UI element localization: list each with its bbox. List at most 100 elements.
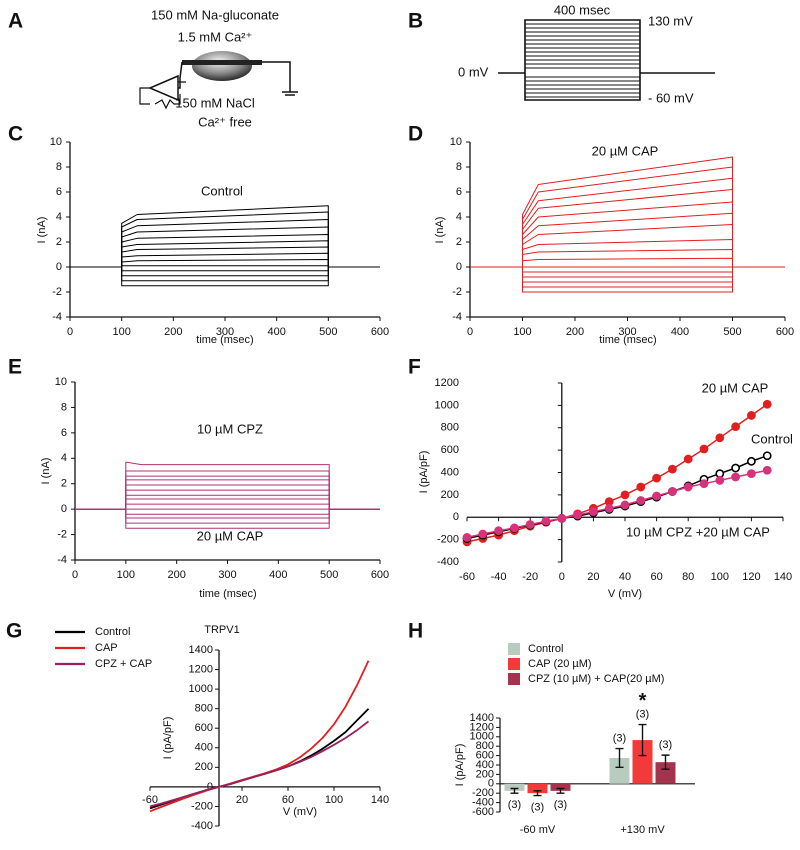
error-bar <box>615 747 624 769</box>
data-point <box>747 469 756 479</box>
x-tick-label: 100 <box>513 326 531 338</box>
data-point <box>762 451 772 461</box>
trace-line <box>470 266 785 273</box>
x-tick-label: 0 <box>467 326 473 338</box>
y-tick-label: 200 <box>195 761 213 773</box>
x-tick-label: 140 <box>774 571 792 583</box>
n-label: (3) <box>508 799 521 811</box>
y-tick-label: -400 <box>437 556 459 568</box>
data-point <box>699 444 709 454</box>
series-label: Control <box>751 431 793 446</box>
voltage-label: 0 mV <box>458 64 489 79</box>
duration-label: 400 msec <box>554 2 611 17</box>
bar <box>550 783 571 791</box>
trace-line <box>75 508 380 515</box>
feedback-circuit <box>139 81 186 110</box>
n-label: (3) <box>636 708 649 720</box>
x-tick-label: 300 <box>618 326 636 338</box>
n-label: (3) <box>613 732 626 744</box>
trace-line <box>70 205 380 268</box>
n-label: (3) <box>659 739 672 751</box>
y-tick-label: 4 <box>61 452 67 464</box>
y-tick-label: 8 <box>56 161 62 173</box>
y-tick-label: -200 <box>472 787 494 799</box>
trace-line <box>470 266 785 283</box>
data-point <box>462 532 472 542</box>
data-point <box>636 482 646 492</box>
error-bar <box>510 787 519 794</box>
panel-letter: H <box>408 620 423 643</box>
trace-line <box>470 239 785 268</box>
x-tick-label: 600 <box>371 569 389 581</box>
data-point <box>636 496 646 505</box>
trace-line <box>75 508 380 519</box>
x-tick-label: -20 <box>522 571 538 583</box>
data-point <box>620 490 630 500</box>
panel-letter: A <box>8 10 23 33</box>
bar <box>609 757 630 784</box>
y-tick-label: 6 <box>56 186 62 198</box>
data-point <box>747 411 756 420</box>
data-point <box>604 503 614 513</box>
trace-line <box>470 156 785 268</box>
x-tick-label: 60 <box>650 571 662 583</box>
y-tick-label: -4 <box>57 554 67 566</box>
y-axis-label: I (pA/pF) <box>418 451 430 494</box>
y-tick-label: -2 <box>452 286 462 298</box>
y-tick-label: 8 <box>61 401 67 413</box>
y-tick-label: 0 <box>453 511 459 523</box>
y-tick-label: 600 <box>441 444 459 456</box>
y-tick-label: -200 <box>437 534 459 546</box>
y-tick-label: -600 <box>472 806 494 818</box>
y-tick-label: 4 <box>456 211 462 223</box>
trace-line <box>75 489 380 510</box>
panel-letter: B <box>408 10 423 33</box>
y-tick-label: 10 <box>55 376 67 388</box>
electrode-wire <box>178 61 183 89</box>
trace-line <box>470 189 785 268</box>
data-point <box>620 500 630 510</box>
x-tick-label: 500 <box>723 326 741 338</box>
annotation: Control <box>201 183 243 198</box>
series-label: 10 µM CPZ +20 µM CAP <box>626 524 770 539</box>
x-tick-label: 600 <box>776 326 794 338</box>
trace-line <box>70 240 380 268</box>
x-tick-label: 80 <box>682 571 694 583</box>
y-tick-label: 1200 <box>470 721 494 733</box>
error-bar <box>533 790 542 797</box>
data-point <box>699 479 709 489</box>
voltage-label: - 60 mV <box>648 90 694 105</box>
y-tick-label: -2 <box>57 528 67 540</box>
solution-label: 150 mM NaCl <box>175 95 255 110</box>
n-label: (3) <box>531 801 544 813</box>
y-tick-label: 6 <box>61 427 67 439</box>
data-point <box>541 516 551 526</box>
data-point <box>731 472 740 482</box>
series-label: 20 µM CAP <box>702 380 769 395</box>
significance-mark: * <box>639 690 647 712</box>
data-point <box>652 491 661 501</box>
trace-line <box>470 266 785 293</box>
bar <box>632 740 653 784</box>
data-point <box>747 456 756 466</box>
trace-line <box>470 249 785 268</box>
voltage-label: 130 mV <box>648 13 693 28</box>
patch-diagram: 150 mM Na-gluconate 1.5 mM Ca²⁺ 150 mM N… <box>139 7 298 129</box>
x-axis-label: time (msec) <box>599 334 656 346</box>
bar <box>655 762 676 784</box>
y-tick-label: 200 <box>441 489 459 501</box>
error-bar <box>556 787 565 794</box>
y-tick-label: 1400 <box>470 712 494 724</box>
y-axis-label: I (nA) <box>40 458 52 485</box>
y-tick-label: -400 <box>472 797 494 809</box>
trace-line <box>70 266 380 272</box>
y-tick-label: 0 <box>488 778 494 790</box>
x-tick-label: 140 <box>371 794 389 806</box>
y-tick-label: 8 <box>456 161 462 173</box>
trace-line <box>70 266 380 282</box>
x-tick-label: 600 <box>371 326 389 338</box>
annotation: 20 µM CAP <box>197 528 264 543</box>
legend-label: CAP (20 µM) <box>528 658 592 670</box>
